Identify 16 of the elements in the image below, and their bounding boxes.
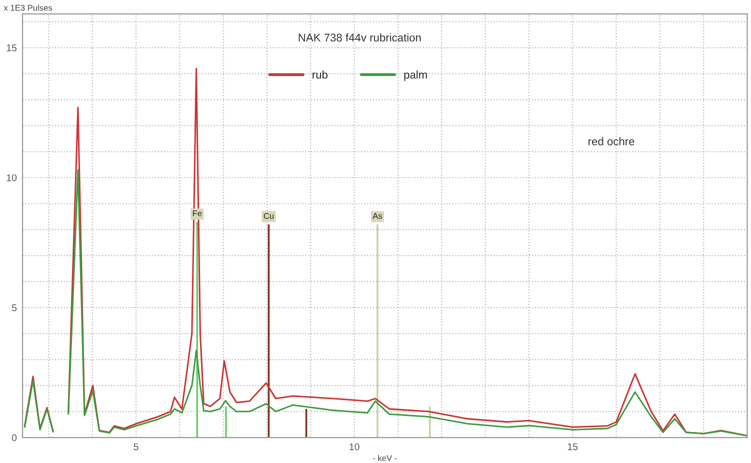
y-tick-label: 5 <box>12 304 17 312</box>
y-tick-label: 15 <box>6 44 17 52</box>
y-tick-label: 10 <box>6 174 17 182</box>
y-tick-label: 0 <box>12 434 17 442</box>
text: NAK 738 f44v rubrication <box>298 33 421 42</box>
x-tick-label: 5 <box>134 443 138 450</box>
annotation: red ochre <box>588 137 634 146</box>
x-tick-label: 10 <box>350 443 360 450</box>
x-axis-title: - keV - <box>372 454 397 462</box>
x-tick-label: 15 <box>568 443 578 450</box>
legend-label: rub <box>312 70 328 79</box>
annotation: Fe <box>192 210 202 216</box>
annotation: As <box>372 213 382 219</box>
y-axis-title: x 1E3 Pulses <box>4 4 52 11</box>
annotation: Cu <box>264 212 274 219</box>
legend-label: palm <box>404 70 427 81</box>
